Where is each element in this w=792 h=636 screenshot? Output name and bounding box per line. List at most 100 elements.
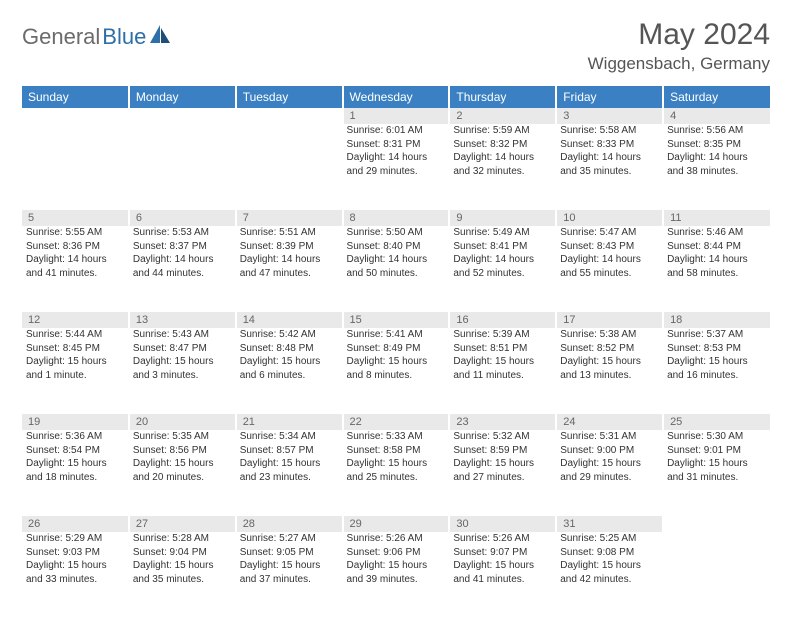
day-number-cell: 29 [343, 516, 450, 532]
sunrise-text: Sunrise: 5:55 AM [26, 226, 125, 240]
calendar-table: SundayMondayTuesdayWednesdayThursdayFrid… [22, 86, 770, 618]
day-number-cell: 27 [129, 516, 236, 532]
sunrise-text: Sunrise: 5:30 AM [667, 430, 766, 444]
day-info-cell: Sunrise: 5:30 AMSunset: 9:01 PMDaylight:… [663, 430, 770, 516]
day-number-row: 1234 [22, 108, 770, 124]
day-number-cell: 28 [236, 516, 343, 532]
calendar-page: GeneralBlue May 2024 Wiggensbach, German… [0, 0, 792, 636]
weekday-header: Monday [129, 86, 236, 108]
day-number-cell [663, 516, 770, 532]
daylight-text: Daylight: 15 hours and 11 minutes. [453, 355, 552, 382]
title-block: May 2024 Wiggensbach, Germany [588, 18, 770, 74]
sunrise-text: Sunrise: 5:31 AM [560, 430, 659, 444]
sunset-text: Sunset: 9:03 PM [26, 546, 125, 560]
day-info-row: Sunrise: 5:29 AMSunset: 9:03 PMDaylight:… [22, 532, 770, 618]
daylight-text: Daylight: 15 hours and 6 minutes. [240, 355, 339, 382]
sunrise-text: Sunrise: 5:28 AM [133, 532, 232, 546]
day-number-cell: 4 [663, 108, 770, 124]
day-info-cell: Sunrise: 5:51 AMSunset: 8:39 PMDaylight:… [236, 226, 343, 312]
sunrise-text: Sunrise: 5:39 AM [453, 328, 552, 342]
daylight-text: Daylight: 14 hours and 52 minutes. [453, 253, 552, 280]
daylight-text: Daylight: 15 hours and 41 minutes. [453, 559, 552, 586]
weekday-header: Friday [556, 86, 663, 108]
sunrise-text: Sunrise: 5:50 AM [347, 226, 446, 240]
day-number-cell: 18 [663, 312, 770, 328]
day-info-row: Sunrise: 5:44 AMSunset: 8:45 PMDaylight:… [22, 328, 770, 414]
day-number-cell: 8 [343, 210, 450, 226]
sunrise-text: Sunrise: 5:34 AM [240, 430, 339, 444]
daylight-text: Daylight: 15 hours and 35 minutes. [133, 559, 232, 586]
day-info-row: Sunrise: 5:36 AMSunset: 8:54 PMDaylight:… [22, 430, 770, 516]
sunrise-text: Sunrise: 5:58 AM [560, 124, 659, 138]
header: GeneralBlue May 2024 Wiggensbach, German… [22, 18, 770, 74]
sunrise-text: Sunrise: 5:53 AM [133, 226, 232, 240]
daylight-text: Daylight: 15 hours and 20 minutes. [133, 457, 232, 484]
daylight-text: Daylight: 14 hours and 58 minutes. [667, 253, 766, 280]
day-info-cell: Sunrise: 5:26 AMSunset: 9:07 PMDaylight:… [449, 532, 556, 618]
sunset-text: Sunset: 8:58 PM [347, 444, 446, 458]
day-info-cell: Sunrise: 5:38 AMSunset: 8:52 PMDaylight:… [556, 328, 663, 414]
sunrise-text: Sunrise: 5:49 AM [453, 226, 552, 240]
sunset-text: Sunset: 8:31 PM [347, 138, 446, 152]
day-info-cell: Sunrise: 5:32 AMSunset: 8:59 PMDaylight:… [449, 430, 556, 516]
sail-icon [150, 25, 172, 50]
day-number-cell: 24 [556, 414, 663, 430]
day-number-cell: 9 [449, 210, 556, 226]
weekday-header: Tuesday [236, 86, 343, 108]
day-number-cell: 15 [343, 312, 450, 328]
day-info-cell: Sunrise: 5:44 AMSunset: 8:45 PMDaylight:… [22, 328, 129, 414]
weekday-header: Wednesday [343, 86, 450, 108]
day-number-row: 19202122232425 [22, 414, 770, 430]
day-info-cell: Sunrise: 6:01 AMSunset: 8:31 PMDaylight:… [343, 124, 450, 210]
month-title: May 2024 [588, 18, 770, 52]
calendar-body: 1234Sunrise: 6:01 AMSunset: 8:31 PMDayli… [22, 108, 770, 618]
day-number-cell: 6 [129, 210, 236, 226]
sunrise-text: Sunrise: 6:01 AM [347, 124, 446, 138]
sunset-text: Sunset: 8:53 PM [667, 342, 766, 356]
sunset-text: Sunset: 9:04 PM [133, 546, 232, 560]
sunset-text: Sunset: 8:56 PM [133, 444, 232, 458]
sunset-text: Sunset: 8:40 PM [347, 240, 446, 254]
sunrise-text: Sunrise: 5:41 AM [347, 328, 446, 342]
daylight-text: Daylight: 15 hours and 42 minutes. [560, 559, 659, 586]
sunset-text: Sunset: 9:07 PM [453, 546, 552, 560]
daylight-text: Daylight: 15 hours and 8 minutes. [347, 355, 446, 382]
day-info-cell: Sunrise: 5:35 AMSunset: 8:56 PMDaylight:… [129, 430, 236, 516]
sunset-text: Sunset: 9:00 PM [560, 444, 659, 458]
sunset-text: Sunset: 8:36 PM [26, 240, 125, 254]
sunrise-text: Sunrise: 5:51 AM [240, 226, 339, 240]
day-info-cell: Sunrise: 5:37 AMSunset: 8:53 PMDaylight:… [663, 328, 770, 414]
daylight-text: Daylight: 15 hours and 25 minutes. [347, 457, 446, 484]
day-info-cell: Sunrise: 5:28 AMSunset: 9:04 PMDaylight:… [129, 532, 236, 618]
sunrise-text: Sunrise: 5:33 AM [347, 430, 446, 444]
sunrise-text: Sunrise: 5:59 AM [453, 124, 552, 138]
sunset-text: Sunset: 9:06 PM [347, 546, 446, 560]
daylight-text: Daylight: 15 hours and 29 minutes. [560, 457, 659, 484]
sunrise-text: Sunrise: 5:36 AM [26, 430, 125, 444]
daylight-text: Daylight: 14 hours and 50 minutes. [347, 253, 446, 280]
day-number-cell: 11 [663, 210, 770, 226]
day-info-cell: Sunrise: 5:27 AMSunset: 9:05 PMDaylight:… [236, 532, 343, 618]
day-info-cell: Sunrise: 5:26 AMSunset: 9:06 PMDaylight:… [343, 532, 450, 618]
sunrise-text: Sunrise: 5:42 AM [240, 328, 339, 342]
day-number-cell: 23 [449, 414, 556, 430]
daylight-text: Daylight: 14 hours and 35 minutes. [560, 151, 659, 178]
day-info-cell: Sunrise: 5:56 AMSunset: 8:35 PMDaylight:… [663, 124, 770, 210]
daylight-text: Daylight: 14 hours and 29 minutes. [347, 151, 446, 178]
sunrise-text: Sunrise: 5:47 AM [560, 226, 659, 240]
sunset-text: Sunset: 8:59 PM [453, 444, 552, 458]
sunset-text: Sunset: 9:08 PM [560, 546, 659, 560]
daylight-text: Daylight: 15 hours and 3 minutes. [133, 355, 232, 382]
day-info-cell [236, 124, 343, 210]
sunrise-text: Sunrise: 5:32 AM [453, 430, 552, 444]
daylight-text: Daylight: 15 hours and 13 minutes. [560, 355, 659, 382]
sunset-text: Sunset: 8:52 PM [560, 342, 659, 356]
sunrise-text: Sunrise: 5:35 AM [133, 430, 232, 444]
sunrise-text: Sunrise: 5:26 AM [453, 532, 552, 546]
day-number-cell: 10 [556, 210, 663, 226]
sunset-text: Sunset: 8:39 PM [240, 240, 339, 254]
daylight-text: Daylight: 15 hours and 39 minutes. [347, 559, 446, 586]
day-number-cell: 3 [556, 108, 663, 124]
day-number-cell [129, 108, 236, 124]
sunset-text: Sunset: 8:47 PM [133, 342, 232, 356]
